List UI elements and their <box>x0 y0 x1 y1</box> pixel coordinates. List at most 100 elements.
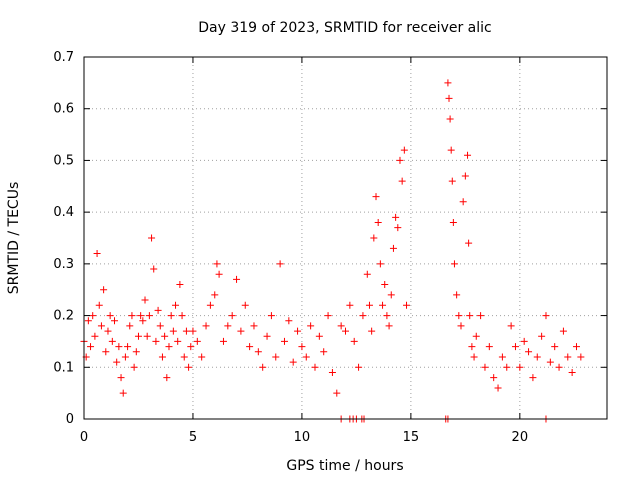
data-point <box>477 312 485 320</box>
data-point <box>365 301 373 309</box>
data-point <box>267 312 275 320</box>
data-point <box>97 322 105 330</box>
data-point <box>396 156 404 164</box>
data-point <box>121 353 129 361</box>
data-point <box>134 332 142 340</box>
data-point <box>124 343 132 351</box>
data-point <box>150 265 158 273</box>
data-point <box>516 363 524 371</box>
x-tick-label: 20 <box>512 430 529 445</box>
data-point <box>89 312 97 320</box>
data-point <box>213 260 221 268</box>
data-point <box>503 363 511 371</box>
data-point <box>202 322 210 330</box>
data-point <box>163 374 171 382</box>
data-point <box>466 312 474 320</box>
y-tick-label: 0.6 <box>53 102 74 117</box>
data-point <box>132 348 140 356</box>
data-point <box>520 337 528 345</box>
data-point <box>481 363 489 371</box>
data-point <box>529 374 537 382</box>
data-point <box>185 363 193 371</box>
data-point <box>145 312 153 320</box>
data-point <box>372 193 380 201</box>
data-point <box>490 374 498 382</box>
data-point <box>457 322 465 330</box>
data-point <box>126 322 134 330</box>
data-point <box>355 363 363 371</box>
y-axis-ticks: 0 0.1 0.2 0.3 0.4 0.5 0.6 0.7 <box>53 50 607 427</box>
data-point <box>368 327 376 335</box>
data-points <box>80 79 585 423</box>
data-point <box>302 353 310 361</box>
data-point <box>450 260 458 268</box>
data-point <box>455 312 463 320</box>
data-point <box>176 281 184 289</box>
data-point <box>572 343 580 351</box>
data-point <box>448 177 456 185</box>
chart-title: Day 319 of 2023, SRMTID for receiver ali… <box>198 20 491 36</box>
data-point <box>564 353 572 361</box>
data-point <box>525 348 533 356</box>
y-tick-label: 0.5 <box>53 153 74 168</box>
data-point <box>385 322 393 330</box>
data-point <box>182 327 190 335</box>
data-point <box>333 389 341 397</box>
data-point <box>165 343 173 351</box>
y-tick-label: 0.1 <box>53 360 74 375</box>
data-point <box>324 312 332 320</box>
data-point <box>158 353 166 361</box>
data-point <box>400 146 408 154</box>
data-point <box>461 172 469 180</box>
data-point <box>394 224 402 232</box>
data-point <box>100 286 108 294</box>
data-point <box>298 343 306 351</box>
x-tick-label: 15 <box>403 430 420 445</box>
data-point <box>178 312 186 320</box>
data-point <box>511 343 519 351</box>
data-point <box>250 322 258 330</box>
data-point <box>379 301 387 309</box>
data-point <box>494 384 502 392</box>
data-point <box>320 348 328 356</box>
x-tick-label: 10 <box>294 430 311 445</box>
data-point <box>542 312 550 320</box>
data-point <box>472 332 480 340</box>
data-point <box>219 337 227 345</box>
data-point <box>307 322 315 330</box>
x-tick-label: 5 <box>189 430 197 445</box>
data-point <box>403 301 411 309</box>
data-point <box>106 312 114 320</box>
data-point <box>113 358 121 366</box>
y-tick-label: 0.2 <box>53 309 74 324</box>
data-point <box>568 368 576 376</box>
data-point <box>387 291 395 299</box>
data-point <box>119 389 127 397</box>
data-point <box>363 270 371 278</box>
data-point <box>189 327 197 335</box>
data-point <box>507 322 515 330</box>
data-point <box>359 312 367 320</box>
data-point <box>551 343 559 351</box>
data-point <box>470 353 478 361</box>
data-point <box>154 306 162 314</box>
data-point <box>169 327 177 335</box>
data-point <box>459 198 467 206</box>
data-point <box>211 291 219 299</box>
data-point <box>117 374 125 382</box>
data-point <box>241 301 249 309</box>
data-point <box>577 353 585 361</box>
data-point <box>342 327 349 335</box>
y-tick-label: 0.4 <box>53 205 74 220</box>
data-point <box>389 244 397 252</box>
data-point <box>228 312 236 320</box>
data-point <box>130 363 138 371</box>
data-point <box>111 317 119 325</box>
data-point <box>381 281 389 289</box>
data-point <box>374 218 382 226</box>
data-point <box>289 358 297 366</box>
data-point <box>311 363 319 371</box>
data-point <box>93 250 101 258</box>
